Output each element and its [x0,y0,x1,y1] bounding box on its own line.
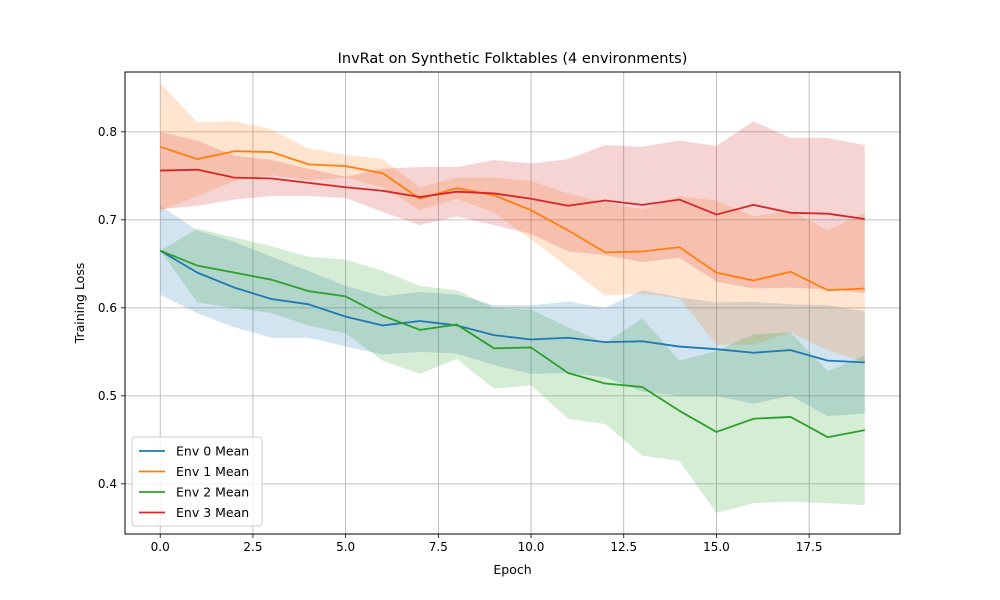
y-axis-label: Training Loss [72,263,87,345]
line-env-0 [159,249,865,364]
band-env-0 [160,205,865,417]
legend-label-env-0: Env 0 Mean [176,444,249,459]
band-env-3 [160,121,865,293]
band-env-2 [160,228,865,513]
legend-box [131,436,263,527]
x-tick-label: 12.5 [610,540,637,554]
x-tick-label: 10.0 [518,540,545,554]
chart-title: InvRat on Synthetic Folktables (4 enviro… [338,51,688,67]
y-tick-label: 0.5 [98,389,117,403]
line-env-2 [159,249,865,439]
band-env-1 [160,83,865,363]
series-lines [159,145,865,439]
plot-frame [124,71,901,535]
y-tick-label: 0.4 [98,477,117,491]
x-axis-label: Epoch [493,562,531,577]
x-tick-label: 0.0 [151,540,170,554]
y-tick-label: 0.8 [98,125,117,139]
legend-label-env-3: Env 3 Mean [176,505,249,520]
x-tick-label: 5.0 [336,540,355,554]
legend-label-env-1: Env 1 Mean [176,464,249,479]
legend-label-env-2: Env 2 Mean [176,485,249,500]
x-tick-label: 15.0 [703,540,730,554]
legend: Env 0 Mean Env 1 Mean Env 2 Mean Env 3 Mean [131,436,263,527]
line-env-3 [160,168,865,220]
x-tick-label: 7.5 [429,540,448,554]
x-tick-label: 17.5 [796,540,823,554]
y-tick-label: 0.6 [98,301,117,315]
axis-ticks: 0.0 2.5 5.0 7.5 10.0 12.5 15.0 17.5 0.4 0.5 0.6 0.7… [98,125,823,554]
confidence-bands [160,83,865,513]
x-tick-label: 2.5 [243,540,262,554]
line-env-1 [159,145,865,292]
y-tick-label: 0.7 [98,213,117,227]
